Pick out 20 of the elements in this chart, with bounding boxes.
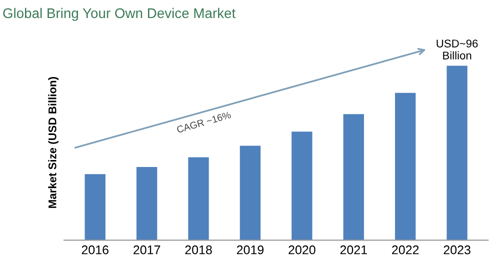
x-tick-label: 2018	[185, 245, 212, 254]
x-tick-label: 2021	[340, 245, 367, 254]
annotation: CAGR ~16%	[176, 111, 232, 134]
x-tick-label: 2017	[134, 245, 160, 254]
bar	[240, 146, 261, 240]
x-tick-label: 2016	[82, 245, 108, 254]
y-axis-title: Market Size (USD Billion)	[48, 77, 59, 208]
bar	[188, 157, 209, 240]
x-tick-label: 2022	[392, 245, 419, 254]
x-tick-label: 2023	[444, 245, 470, 254]
bar	[84, 174, 106, 240]
chart-title: Global Bring Your Own Device Market	[3, 8, 236, 21]
bar	[395, 92, 416, 240]
bar	[136, 166, 158, 240]
annotation: USD~96 Billion	[436, 40, 478, 60]
x-tick-label: 2020	[288, 245, 316, 254]
x-tick-label: 2019	[236, 245, 264, 254]
bar	[446, 66, 468, 240]
bar	[343, 114, 364, 240]
bar	[292, 132, 312, 240]
